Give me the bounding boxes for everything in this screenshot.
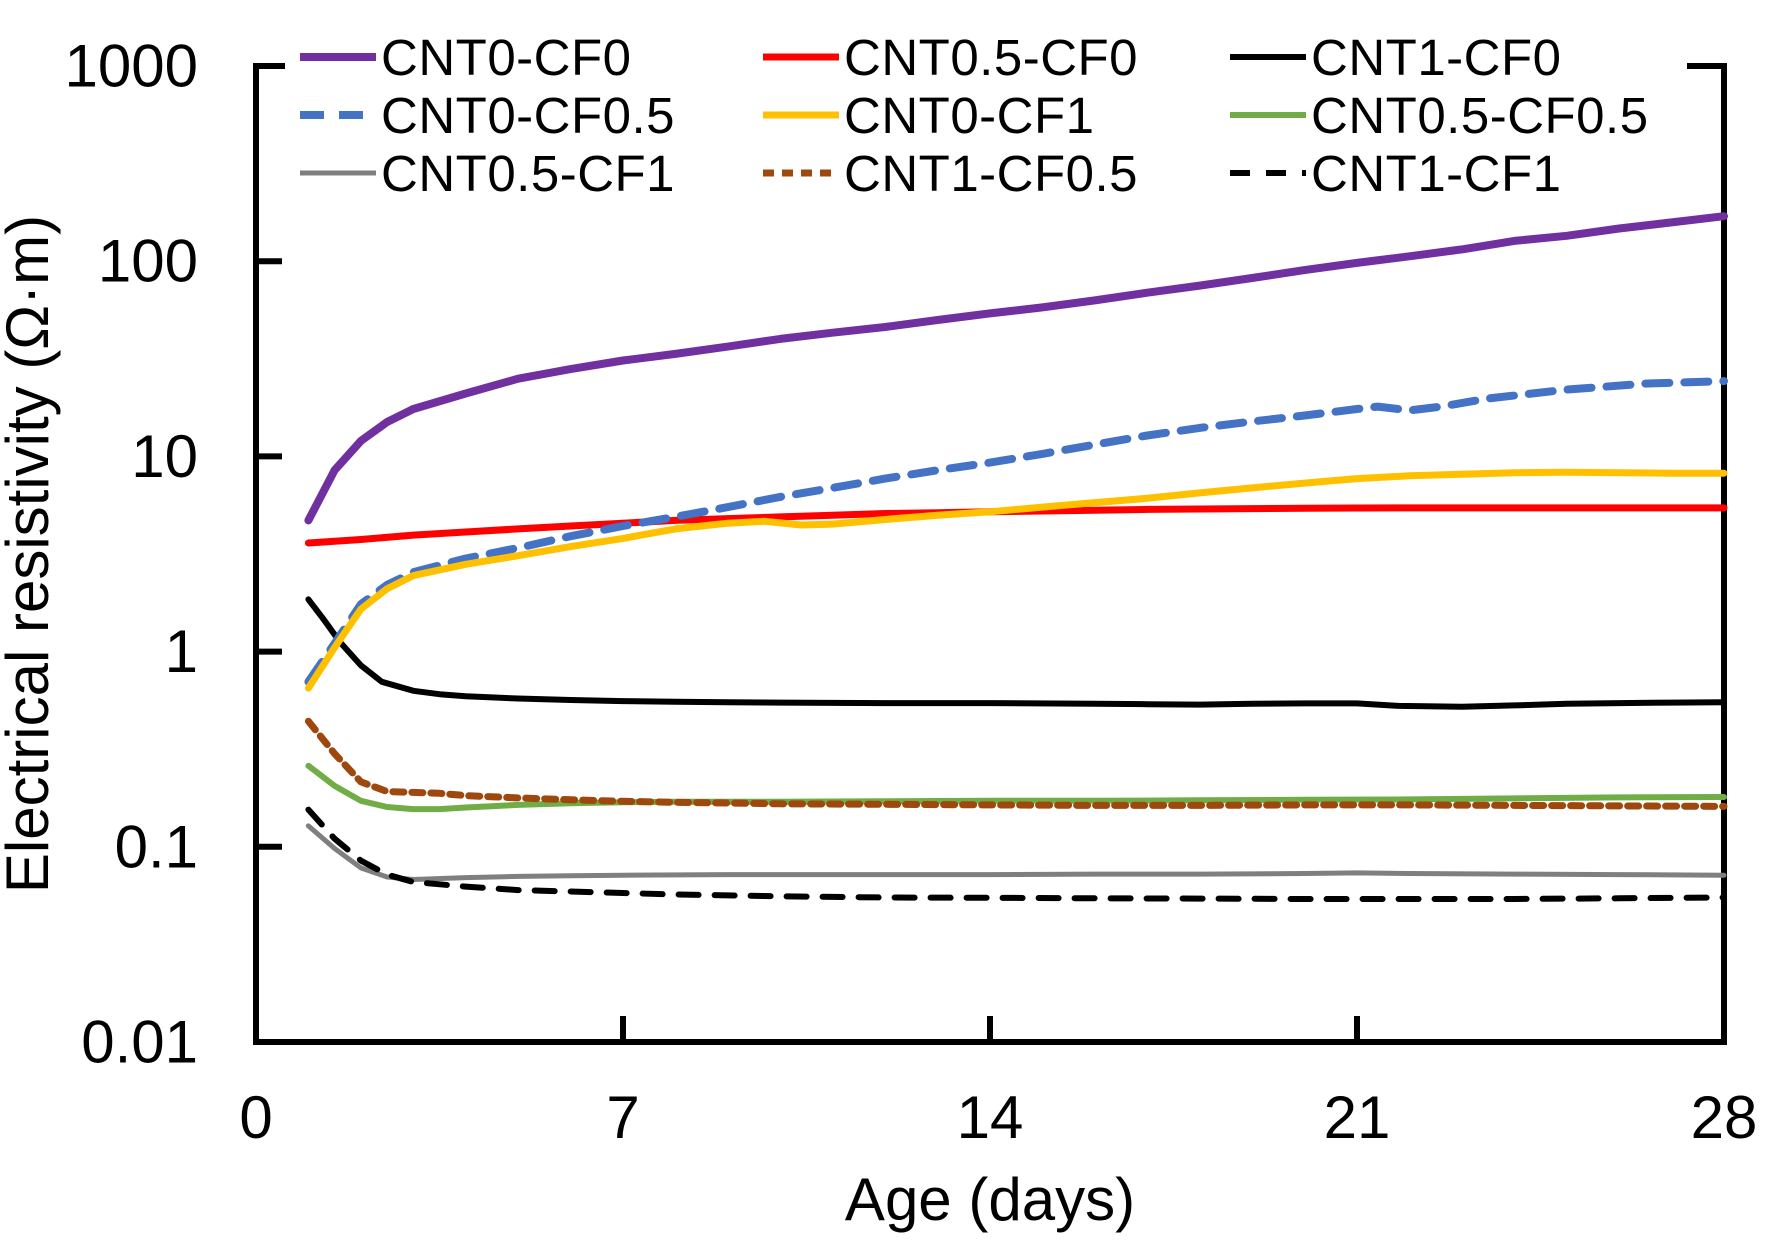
legend-label-CNT0.5-CF1: CNT0.5-CF1	[381, 144, 676, 202]
series-CNT1-CF0	[305, 596, 1727, 710]
legend-label-CNT0.5-CF0: CNT0.5-CF0	[844, 28, 1139, 86]
series-CNT0-CF0.5	[304, 377, 1728, 686]
series-CNT0-CF1	[304, 468, 1728, 692]
y-tick-label: 1	[165, 618, 198, 685]
legend-item-CNT1-CF0: CNT1-CF0	[1230, 28, 1562, 86]
legend-line-swatch-CNT0.5-CF0	[763, 53, 839, 61]
legend-line-swatch-CNT0.5-CF1	[300, 170, 376, 176]
legend-item-CNT0.5-CF1: CNT0.5-CF1	[300, 144, 675, 202]
x-tick-label: 21	[1324, 1084, 1391, 1151]
series-CNT1-CF0.5	[304, 717, 1728, 810]
x-tick-label: 14	[957, 1084, 1024, 1151]
legend-label-CNT1-CF1: CNT1-CF1	[1311, 144, 1562, 202]
legend-label-CNT1-CF0.5: CNT1-CF0.5	[844, 144, 1139, 202]
legend-item-CNT0-CF0.5: CNT0-CF0.5	[300, 86, 675, 144]
legend-line-swatch-CNT0-CF0	[300, 53, 376, 61]
x-axis-title: Age (days)	[845, 1166, 1135, 1233]
series-CNT1-CF1	[305, 806, 1727, 902]
legend-line-swatch-CNT1-CF1	[1230, 170, 1306, 176]
x-tick-label: 28	[1691, 1084, 1758, 1151]
legend-label-CNT0-CF0.5: CNT0-CF0.5	[381, 86, 676, 144]
y-tick-label: 1000	[65, 33, 198, 100]
legend-item-CNT0.5-CF0.5: CNT0.5-CF0.5	[1230, 86, 1649, 144]
legend-line-swatch-CNT0-CF1	[763, 111, 839, 119]
legend-item-CNT1-CF0.5: CNT1-CF0.5	[763, 144, 1138, 202]
legend-label-CNT0.5-CF0.5: CNT0.5-CF0.5	[1311, 86, 1649, 144]
y-tick-label: 0.1	[115, 813, 198, 880]
legend-item-CNT1-CF1: CNT1-CF1	[1230, 144, 1562, 202]
legend-line-swatch-CNT0.5-CF0.5	[1230, 112, 1306, 118]
chart-legend: CNT0-CF0 CNT0.5-CF0 CNT1-CF0 CNT0-CF0.5 CNT0…	[285, 22, 1687, 202]
legend-line-swatch-CNT1-CF0	[1230, 54, 1306, 60]
legend-item-CNT0-CF1: CNT0-CF1	[763, 86, 1095, 144]
legend-line-swatch-CNT0-CF0.5	[300, 111, 376, 119]
series-CNT0.5-CF0	[304, 504, 1728, 547]
x-tick-label: 0	[239, 1084, 272, 1151]
y-tick-label: 100	[98, 228, 198, 295]
series-CNT0-CF0	[304, 212, 1728, 525]
x-tick-label: 7	[606, 1084, 639, 1151]
legend-line-swatch-CNT1-CF0.5	[763, 169, 839, 177]
y-tick-label: 0.01	[81, 1009, 198, 1076]
legend-item-CNT0-CF0: CNT0-CF0	[300, 28, 632, 86]
y-axis-title: Electrical resistivity (Ω·m)	[0, 215, 61, 893]
legend-label-CNT1-CF0: CNT1-CF0	[1311, 28, 1562, 86]
y-tick-label: 10	[131, 423, 198, 490]
legend-label-CNT0-CF1: CNT0-CF1	[844, 86, 1095, 144]
legend-item-CNT0.5-CF0: CNT0.5-CF0	[763, 28, 1138, 86]
legend-label-CNT0-CF0: CNT0-CF0	[381, 28, 632, 86]
series-CNT0.5-CF1	[305, 823, 1727, 882]
